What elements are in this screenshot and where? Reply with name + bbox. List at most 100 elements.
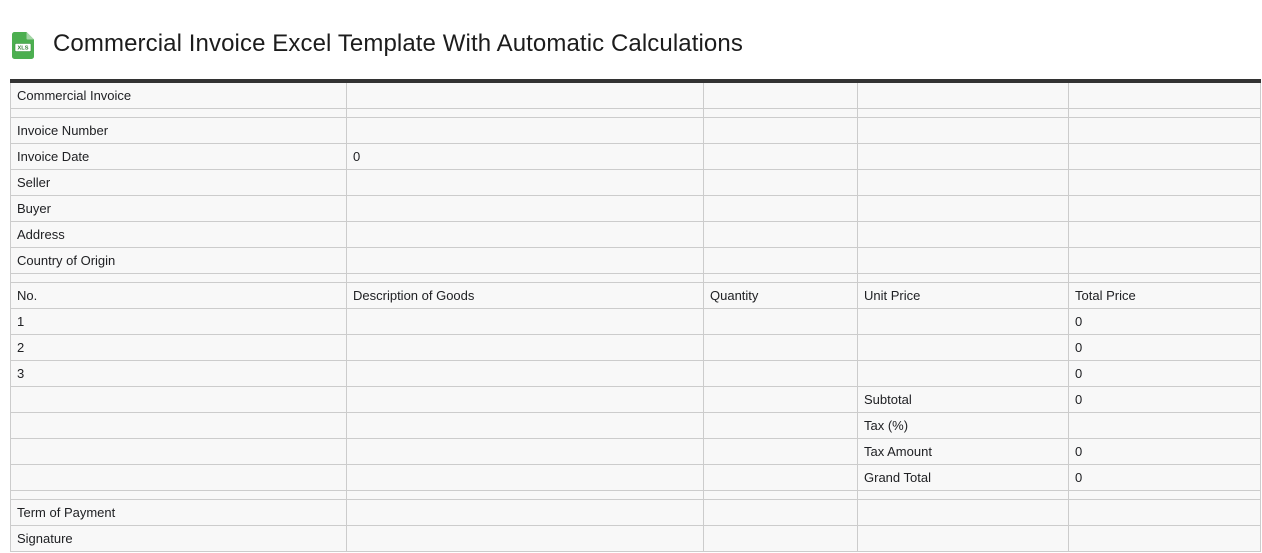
cell: 2	[10, 334, 347, 361]
table-row: Country of Origin	[10, 247, 1261, 274]
cell	[346, 221, 704, 248]
cell	[703, 412, 858, 439]
cell: Tax Amount	[857, 438, 1069, 465]
table-row: Invoice Number	[10, 117, 1261, 144]
cell	[703, 490, 858, 500]
cell: Quantity	[703, 282, 858, 309]
cell: 0	[1068, 464, 1261, 491]
cell	[703, 308, 858, 335]
cell	[346, 169, 704, 196]
table-row: Buyer	[10, 195, 1261, 222]
cell	[857, 247, 1069, 274]
cell	[857, 108, 1069, 118]
cell	[1068, 143, 1261, 170]
cell	[703, 80, 858, 109]
cell	[703, 108, 858, 118]
cell	[857, 221, 1069, 248]
invoice-table-container: Commercial Invoice Invoice Number Invoice …	[10, 79, 1261, 552]
cell	[703, 525, 858, 552]
cell	[10, 412, 347, 439]
cell	[857, 308, 1069, 335]
cell: Seller	[10, 169, 347, 196]
cell	[857, 143, 1069, 170]
cell	[1068, 273, 1261, 283]
cell: Country of Origin	[10, 247, 347, 274]
cell: 0	[1068, 438, 1261, 465]
cell	[10, 273, 347, 283]
cell	[703, 360, 858, 387]
cell: 3	[10, 360, 347, 387]
cell	[1068, 499, 1261, 526]
table-row: Grand Total 0	[10, 464, 1261, 491]
cell	[346, 195, 704, 222]
cell	[703, 499, 858, 526]
cell	[857, 525, 1069, 552]
table-row: Tax Amount 0	[10, 438, 1261, 465]
cell	[703, 334, 858, 361]
cell	[703, 247, 858, 274]
cell	[346, 464, 704, 491]
table-row: Seller	[10, 169, 1261, 196]
cell: Grand Total	[857, 464, 1069, 491]
table-row: Tax (%)	[10, 412, 1261, 439]
page-title: Commercial Invoice Excel Template With A…	[53, 30, 743, 57]
cell	[10, 490, 347, 500]
table-row: Subtotal 0	[10, 386, 1261, 413]
cell	[857, 490, 1069, 500]
table-row: Commercial Invoice	[10, 80, 1261, 109]
invoice-table-body: Commercial Invoice Invoice Number Invoice …	[10, 80, 1261, 552]
cell	[857, 195, 1069, 222]
table-row: Address	[10, 221, 1261, 248]
cell	[10, 464, 347, 491]
cell: 1	[10, 308, 347, 335]
cell	[346, 438, 704, 465]
cell	[1068, 169, 1261, 196]
cell	[10, 108, 347, 118]
cell	[857, 117, 1069, 144]
cell	[346, 108, 704, 118]
cell	[1068, 80, 1261, 109]
table-row	[10, 108, 1261, 118]
cell: 0	[1068, 386, 1261, 413]
cell	[703, 143, 858, 170]
cell	[346, 499, 704, 526]
cell	[1068, 412, 1261, 439]
cell	[703, 221, 858, 248]
xls-file-icon: XLS	[12, 32, 34, 59]
cell	[857, 499, 1069, 526]
cell	[10, 438, 347, 465]
table-row: Invoice Date 0	[10, 143, 1261, 170]
cell: 0	[1068, 308, 1261, 335]
cell: Buyer	[10, 195, 347, 222]
cell	[346, 308, 704, 335]
page-header: XLS Commercial Invoice Excel Template Wi…	[12, 30, 743, 59]
cell	[703, 273, 858, 283]
cell	[703, 195, 858, 222]
cell: 0	[1068, 360, 1261, 387]
cell	[1068, 525, 1261, 552]
cell: Description of Goods	[346, 282, 704, 309]
cell	[346, 117, 704, 144]
cell	[346, 525, 704, 552]
cell: Tax (%)	[857, 412, 1069, 439]
cell	[1068, 108, 1261, 118]
cell: Address	[10, 221, 347, 248]
cell: No.	[10, 282, 347, 309]
table-row: No. Description of Goods Quantity Unit Pric…	[10, 282, 1261, 309]
cell: Commercial Invoice	[10, 80, 347, 109]
cell	[346, 247, 704, 274]
cell	[857, 169, 1069, 196]
cell	[1068, 490, 1261, 500]
cell	[10, 386, 347, 413]
invoice-table: Commercial Invoice Invoice Number Invoice …	[10, 79, 1261, 552]
cell	[1068, 195, 1261, 222]
table-row: Signature	[10, 525, 1261, 552]
cell: 0	[346, 143, 704, 170]
table-row: Term of Payment	[10, 499, 1261, 526]
cell: Invoice Number	[10, 117, 347, 144]
cell	[1068, 247, 1261, 274]
cell: Subtotal	[857, 386, 1069, 413]
